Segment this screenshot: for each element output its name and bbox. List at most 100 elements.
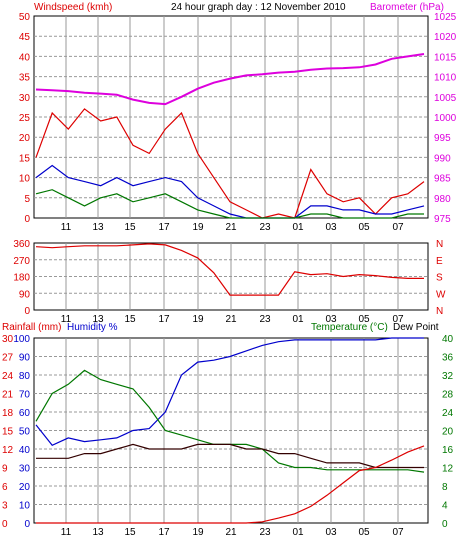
dewpoint-axis-label: Dew Point bbox=[393, 322, 439, 333]
y-rainfall-tick-label: 9 bbox=[2, 464, 8, 475]
y-humidity-tick-label: 90 bbox=[19, 353, 31, 364]
x-tick-label: 11 bbox=[61, 527, 72, 538]
y-humidity-tick-label: 70 bbox=[19, 390, 31, 401]
barometer-axis-label: Barometer (hPa) bbox=[370, 2, 444, 13]
y-humidity-tick-label: 40 bbox=[19, 445, 31, 456]
y-left-tick-label: 90 bbox=[19, 289, 31, 300]
x-tick-label: 03 bbox=[325, 222, 337, 233]
y-rainfall-tick-label: 18 bbox=[2, 408, 14, 419]
y-left-tick-label: 0 bbox=[24, 306, 30, 317]
y-right-tick-label: 1010 bbox=[434, 73, 457, 84]
y-humidity-tick-label: 0 bbox=[24, 519, 30, 530]
y-right-tick-label: 1020 bbox=[434, 32, 457, 43]
y-right-tick-label: 990 bbox=[434, 153, 451, 164]
y-right-compass-label: W bbox=[436, 289, 446, 300]
y-right-tick-label: 32 bbox=[442, 371, 454, 382]
y-left-tick-label: 270 bbox=[13, 256, 30, 267]
windspeed-axis-label: Windspeed (kmh) bbox=[34, 2, 112, 13]
series-low bbox=[35, 189, 424, 219]
x-tick-label: 01 bbox=[292, 527, 304, 538]
y-humidity-tick-label: 80 bbox=[19, 371, 31, 382]
y-humidity-tick-label: 30 bbox=[19, 464, 31, 475]
x-tick-label: 03 bbox=[325, 527, 337, 538]
y-right-tick-label: 24 bbox=[442, 408, 454, 419]
y-left-tick-label: 50 bbox=[19, 12, 31, 23]
graph-title: 24 hour graph day : 12 November 2010 bbox=[171, 2, 346, 13]
y-right-tick-label: 20 bbox=[442, 427, 454, 438]
series-average bbox=[35, 164, 425, 219]
y-right-tick-label: 985 bbox=[434, 174, 451, 185]
y-humidity-tick-label: 60 bbox=[19, 408, 31, 419]
x-tick-label: 13 bbox=[92, 222, 104, 233]
y-right-tick-label: 12 bbox=[442, 464, 454, 475]
y-left-tick-label: 45 bbox=[19, 32, 31, 43]
y-left-tick-label: 40 bbox=[19, 52, 31, 63]
y-left-tick-label: 0 bbox=[24, 214, 30, 225]
y-left-tick-label: 5 bbox=[24, 194, 30, 205]
x-tick-label: 07 bbox=[392, 314, 404, 325]
y-right-tick-label: 16 bbox=[442, 445, 454, 456]
y-right-tick-label: 1005 bbox=[434, 93, 457, 104]
y-right-compass-label: N bbox=[436, 306, 443, 317]
y-rainfall-tick-label: 0 bbox=[2, 519, 8, 530]
series-barometer bbox=[35, 53, 425, 106]
x-tick-label: 23 bbox=[259, 314, 271, 325]
y-rainfall-tick-label: 30 bbox=[2, 334, 14, 345]
y-rainfall-tick-label: 15 bbox=[2, 427, 14, 438]
y-left-tick-label: 20 bbox=[19, 133, 31, 144]
y-rainfall-tick-label: 24 bbox=[2, 371, 14, 382]
x-tick-label: 15 bbox=[124, 527, 136, 538]
y-right-compass-label: N bbox=[436, 239, 443, 250]
y-right-tick-label: 8 bbox=[442, 482, 448, 493]
x-tick-label: 01 bbox=[292, 314, 304, 325]
x-tick-label: 19 bbox=[192, 222, 204, 233]
y-left-tick-label: 180 bbox=[13, 273, 30, 284]
y-right-tick-label: 36 bbox=[442, 353, 454, 364]
y-humidity-tick-label: 50 bbox=[19, 427, 31, 438]
y-right-tick-label: 975 bbox=[434, 214, 451, 225]
y-left-tick-label: 10 bbox=[19, 174, 31, 185]
y-humidity-tick-label: 20 bbox=[19, 482, 31, 493]
y-humidity-tick-label: 100 bbox=[13, 334, 30, 345]
y-rainfall-tick-label: 12 bbox=[2, 445, 14, 456]
y-left-tick-label: 360 bbox=[13, 239, 30, 250]
series-wind-direction bbox=[35, 243, 424, 296]
y-left-tick-label: 35 bbox=[19, 73, 31, 84]
y-left-tick-label: 15 bbox=[19, 153, 31, 164]
y-right-tick-label: 1000 bbox=[434, 113, 457, 124]
x-tick-label: 05 bbox=[358, 222, 370, 233]
y-rainfall-tick-label: 27 bbox=[2, 353, 14, 364]
y-right-compass-label: E bbox=[436, 256, 443, 267]
x-tick-label: 19 bbox=[192, 314, 204, 325]
x-tick-label: 21 bbox=[225, 527, 237, 538]
x-tick-label: 17 bbox=[158, 222, 170, 233]
x-tick-label: 13 bbox=[92, 314, 104, 325]
x-tick-label: 07 bbox=[392, 527, 404, 538]
x-tick-label: 11 bbox=[61, 222, 72, 233]
x-tick-label: 05 bbox=[358, 527, 370, 538]
y-rainfall-tick-label: 3 bbox=[2, 501, 8, 512]
y-right-tick-label: 4 bbox=[442, 501, 448, 512]
y-right-compass-label: S bbox=[436, 273, 443, 284]
x-tick-label: 05 bbox=[358, 314, 370, 325]
x-tick-label: 15 bbox=[124, 314, 136, 325]
x-tick-label: 11 bbox=[61, 314, 72, 325]
y-rainfall-tick-label: 6 bbox=[2, 482, 8, 493]
y-right-tick-label: 1015 bbox=[434, 52, 457, 63]
series-gust bbox=[35, 108, 425, 219]
x-tick-label: 21 bbox=[225, 314, 237, 325]
y-right-tick-label: 28 bbox=[442, 390, 454, 401]
y-right-tick-label: 0 bbox=[442, 519, 448, 530]
x-tick-label: 15 bbox=[124, 222, 136, 233]
x-tick-label: 21 bbox=[225, 222, 237, 233]
y-right-tick-label: 40 bbox=[442, 334, 454, 345]
y-right-tick-label: 980 bbox=[434, 194, 451, 205]
x-tick-label: 07 bbox=[392, 222, 404, 233]
temperature-axis-label: Temperature (°C) bbox=[311, 322, 388, 333]
x-tick-label: 01 bbox=[292, 222, 304, 233]
y-left-tick-label: 30 bbox=[19, 93, 31, 104]
x-tick-label: 17 bbox=[158, 314, 170, 325]
x-tick-label: 19 bbox=[192, 527, 204, 538]
x-tick-label: 03 bbox=[325, 314, 337, 325]
